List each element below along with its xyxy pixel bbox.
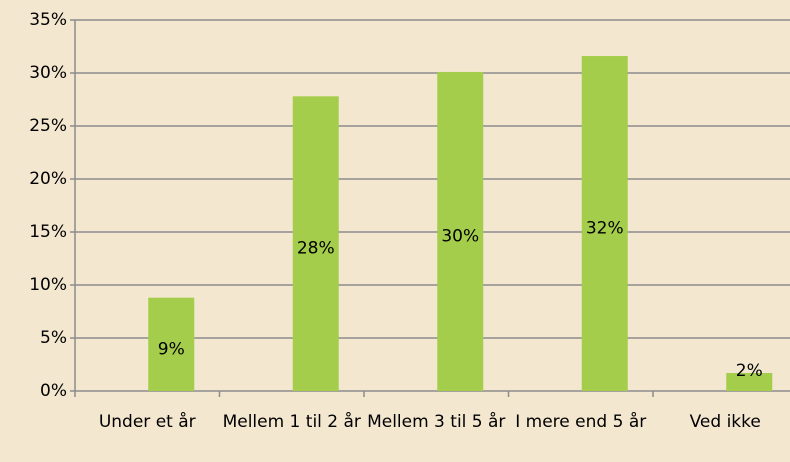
y-tick-label: 10% (29, 275, 67, 295)
data-label: 9% (158, 339, 185, 359)
x-tick-label: Mellem 3 til 5 år (367, 412, 506, 432)
y-tick-label: 25% (29, 116, 67, 136)
y-tick-label: 0% (40, 381, 67, 401)
data-label: 2% (736, 361, 763, 381)
bar (148, 297, 195, 391)
x-tick-label: Under et år (98, 412, 196, 432)
data-label: 30% (441, 226, 479, 246)
y-tick-label: 30% (29, 63, 67, 83)
x-tick-label-box: I mere end 5 år (515, 412, 647, 432)
y-tick-label: 15% (29, 222, 67, 242)
x-tick-label: Ved ikke (689, 412, 761, 432)
bar (292, 96, 339, 391)
bar (581, 56, 628, 391)
x-tick-label: I mere end 5 år (515, 412, 647, 432)
x-tick-label: Mellem 1 til 2 år (222, 412, 361, 432)
bar (437, 71, 484, 391)
data-label: 32% (586, 219, 624, 239)
y-tick-label: 20% (29, 169, 67, 189)
data-label: 28% (297, 239, 335, 259)
x-tick-label-box: Ved ikke (689, 412, 761, 432)
y-tick-label: 35% (29, 10, 67, 30)
bar (726, 372, 773, 391)
x-tick-label-box: Under et år (98, 412, 196, 432)
x-tick-label-box: Mellem 3 til 5 år (367, 412, 506, 432)
y-tick-label: 5% (40, 328, 67, 348)
x-tick-label-box: Mellem 1 til 2 år (222, 412, 361, 432)
